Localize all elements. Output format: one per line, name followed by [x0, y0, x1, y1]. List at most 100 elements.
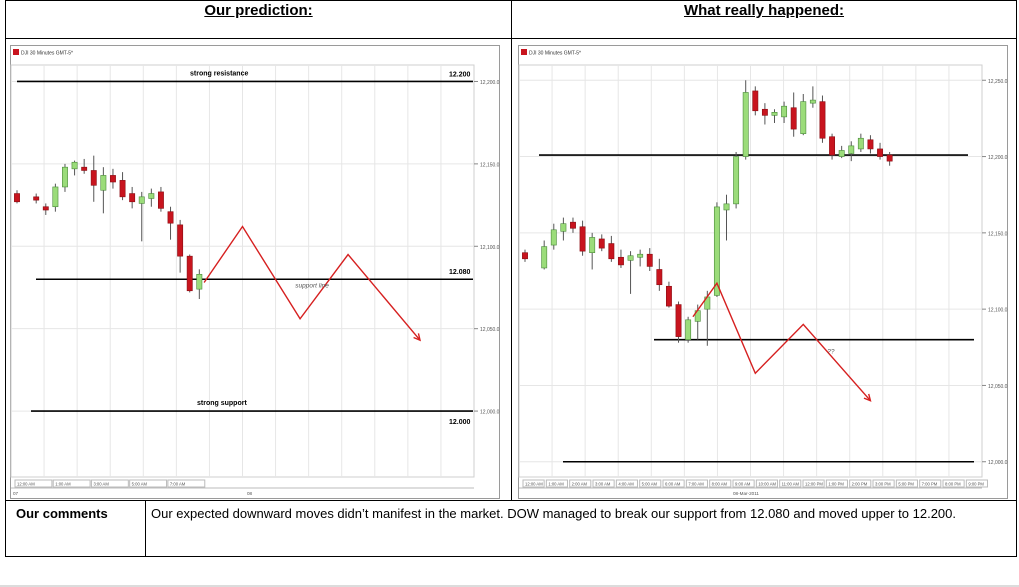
candle-down — [886, 154, 893, 162]
x-tick-label: 4:00 AM — [618, 481, 634, 486]
candle-down — [570, 221, 576, 229]
x-tick-box — [167, 479, 206, 488]
candle-up — [838, 150, 845, 157]
x-tick-box — [825, 479, 848, 488]
candle-up — [541, 246, 548, 269]
bottom-strip — [0, 585, 1019, 587]
x-tick-label: 5:00 PM — [898, 481, 914, 486]
x-tick-box — [545, 479, 568, 488]
candle-up — [637, 253, 644, 258]
x-tick-label: 1:00 AM — [548, 481, 564, 486]
actual-chart: 12,250.0 12,200.0 12,150.0 12,100.0 12,050.0… — [518, 45, 1008, 499]
candle-up — [148, 193, 155, 199]
prediction-header: Our prediction: — [204, 2, 313, 19]
candle-up — [800, 101, 807, 134]
x-tick-box — [755, 479, 778, 488]
x-tick-box — [849, 479, 872, 488]
level-label: strong support — [197, 400, 247, 407]
x-tick-label: 5:00 AM — [642, 481, 658, 486]
x-tick-label: 11:00 AM — [782, 481, 800, 486]
candle-down — [14, 193, 20, 203]
x-tick-label: 3:00 AM — [93, 481, 109, 486]
candle-up — [742, 92, 749, 157]
x-date-label: 08 — [247, 491, 253, 496]
y-tick-label: 12,100.0 — [988, 308, 1008, 314]
x-tick-label: 6:00 AM — [665, 481, 681, 486]
candle-down — [167, 211, 174, 224]
candle-down — [752, 90, 759, 112]
y-tick-label: 12,050.0 — [988, 384, 1008, 390]
y-tick-label: 12,100.0 — [480, 245, 500, 251]
y-tick-label: 12,200.0 — [480, 80, 500, 86]
prediction-arrowhead — [863, 393, 872, 402]
level-value-label: 12.080 — [449, 269, 471, 276]
candle-up — [723, 203, 730, 211]
candle-up — [713, 206, 720, 296]
x-tick-label: 7:00 AM — [688, 481, 704, 486]
candle-down — [157, 191, 164, 209]
column-divider — [511, 0, 512, 500]
x-tick-box — [639, 479, 662, 488]
candle-down — [119, 180, 126, 198]
actual-chart-panel: 12,250.0 12,200.0 12,150.0 12,100.0 12,050.0… — [518, 45, 1008, 499]
x-tick-label: 1:00 AM — [55, 481, 71, 486]
candle-down — [646, 253, 653, 267]
candle-up — [848, 145, 855, 154]
x-tick-box — [965, 479, 988, 488]
prediction-chart-panel: 12,200.0 12,150.0 12,100.0 12,050.0 12,000.0… — [10, 45, 500, 499]
candle-up — [857, 137, 864, 150]
level-value-label: 12.000 — [449, 419, 471, 426]
x-tick-box — [662, 479, 685, 488]
y-tick-label: 12,000.0 — [988, 460, 1008, 466]
comments-label: Our comments — [16, 506, 108, 521]
candle-down — [110, 175, 116, 183]
candle-down — [829, 136, 836, 156]
comments-top-border — [5, 500, 1017, 501]
x-tick-label: 5:00 AM — [132, 481, 148, 486]
x-tick-label: 2:00 PM — [852, 481, 868, 486]
y-tick-label: 12,200.0 — [988, 155, 1008, 161]
candle-up — [589, 237, 596, 253]
x-tick-label: 7:00 AM — [170, 481, 186, 486]
y-tick-label: 12,250.0 — [988, 79, 1008, 85]
candle-down — [675, 304, 682, 337]
candle-up — [52, 186, 59, 208]
x-tick-label: 3:00 AM — [595, 481, 611, 486]
chart-logo-icon — [521, 49, 527, 55]
chart-logo-icon — [13, 49, 19, 55]
x-tick-box — [685, 479, 708, 488]
candle-down — [877, 148, 883, 157]
candle-down — [867, 139, 874, 150]
x-tick-box — [14, 479, 53, 488]
x-tick-label: 2:00 AM — [572, 481, 588, 486]
x-tick-box — [919, 479, 942, 488]
level-label: strong resistance — [190, 70, 248, 77]
candle-down — [186, 255, 193, 292]
chart-annotation: support line — [295, 282, 329, 289]
actual-header: What really happened: — [683, 2, 845, 19]
x-tick-box — [872, 479, 895, 488]
candle-up — [100, 175, 107, 191]
x-tick-label: 7:00 PM — [922, 481, 938, 486]
x-tick-box — [895, 479, 918, 488]
candle-up — [196, 273, 203, 290]
candle-down — [656, 269, 663, 286]
x-tick-box — [522, 479, 545, 488]
candle-down — [819, 101, 826, 139]
y-tick-label: 12,150.0 — [480, 162, 500, 168]
candle-down — [33, 196, 40, 201]
candle-up — [771, 112, 778, 116]
x-tick-box — [129, 479, 168, 488]
candle-down — [608, 243, 615, 260]
x-tick-label: 9:00 AM — [735, 481, 751, 486]
candle-down — [129, 193, 136, 203]
comments-label-divider — [145, 500, 146, 557]
candle-down — [761, 108, 768, 116]
x-tick-box — [732, 479, 755, 488]
comments-text: Our expected downward moves didn’t manif… — [151, 506, 956, 521]
x-tick-box — [90, 479, 129, 488]
prediction-path — [203, 225, 421, 341]
y-tick-label: 12,050.0 — [480, 327, 500, 333]
candle-up — [62, 166, 68, 188]
candle-up — [71, 161, 78, 170]
